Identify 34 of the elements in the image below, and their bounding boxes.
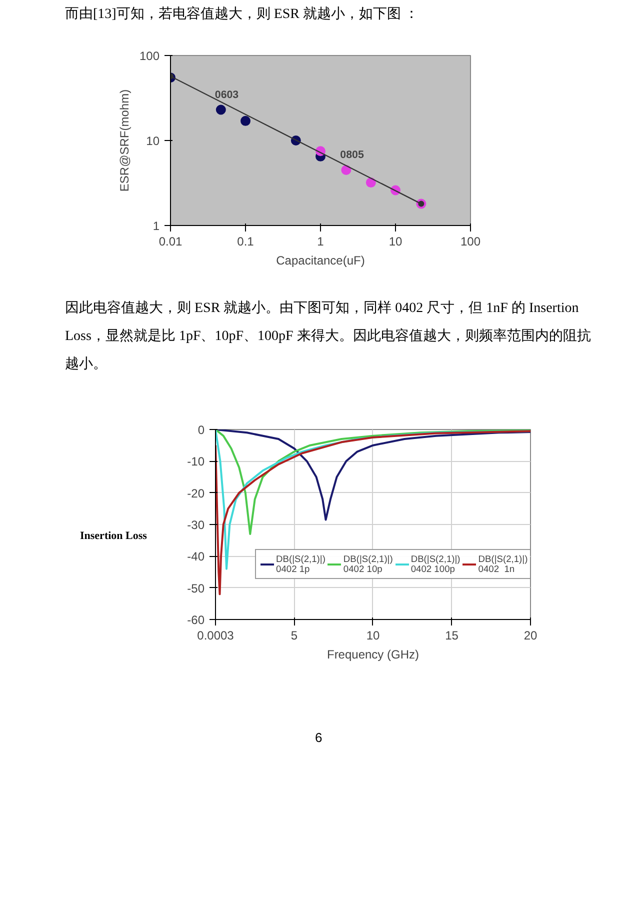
x-axis-title: Capacitance(uF) [276, 254, 365, 268]
x-tick-label: 0.01 [158, 234, 183, 248]
legend-label: DB(|S(2,1)|) 0402 100p [410, 554, 460, 574]
x-axis-title: Frequency (GHz) [326, 648, 420, 662]
legend-label: DB(|S(2,1)|) 0402 10p [343, 554, 393, 574]
y-tick-label: -30 [187, 518, 205, 532]
y-tick-label: -40 [187, 550, 205, 564]
x-tick-label: 0.1 [237, 234, 254, 248]
line-series [216, 430, 530, 596]
y-tick-label: 1 [152, 219, 160, 233]
y-axis-title: Insertion Loss [80, 529, 147, 544]
x-tick-label: 10 [366, 628, 380, 642]
y-tick-label: 0 [198, 423, 205, 437]
text: 而由[13]可知，若电容值越大，则 ESR 就越小，如下图 ： [65, 5, 418, 24]
series-label: 0805 [340, 148, 364, 161]
x-tick-label: 10 [388, 234, 402, 248]
x-tick-label: 15 [445, 628, 459, 642]
y-tick-label: -10 [187, 454, 205, 469]
x-tick-label: 1 [317, 234, 324, 248]
x-tick-label: 20 [524, 628, 538, 642]
y-tick-label: 100 [139, 49, 160, 63]
text: 因此电容值越大，则 ESR 就越小。由下图可知，同样 0402 尺寸，但 1nF 的 Insertion Loss，显然就是比 1pF、10pF、100pF 来得大。因此电容值越大，则频率范围内的阻抗越小。 [65, 299, 592, 374]
legend-label: DB(|S(2,1)|) 0402 1n [478, 554, 528, 574]
y-tick-label: -50 [187, 581, 205, 596]
y-tick-label: 10 [146, 134, 160, 148]
x-tick-label: 0.0003 [197, 628, 234, 642]
x-tick-label: 5 [290, 628, 298, 642]
y-tick-label: -20 [187, 486, 205, 500]
x-tick-label: 100 [460, 234, 481, 248]
y-axis-title: ESR@SRF(mohm) [117, 89, 132, 192]
text: 6 [315, 729, 322, 747]
series-label: 0603 [214, 88, 239, 101]
legend-label: DB(|S(2,1)|) 0402 1p [276, 554, 326, 574]
y-tick-label: -60 [187, 613, 205, 627]
